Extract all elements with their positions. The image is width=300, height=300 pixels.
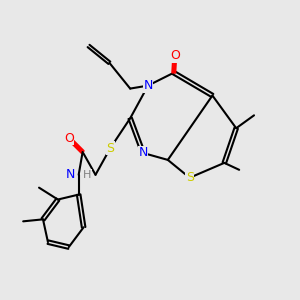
Text: S: S (106, 142, 114, 154)
Text: N: N (143, 79, 153, 92)
Text: O: O (64, 132, 74, 145)
Text: S: S (186, 171, 194, 184)
Text: N: N (138, 146, 148, 160)
Text: H: H (83, 170, 92, 180)
Text: O: O (170, 50, 180, 62)
Text: N: N (66, 168, 75, 181)
